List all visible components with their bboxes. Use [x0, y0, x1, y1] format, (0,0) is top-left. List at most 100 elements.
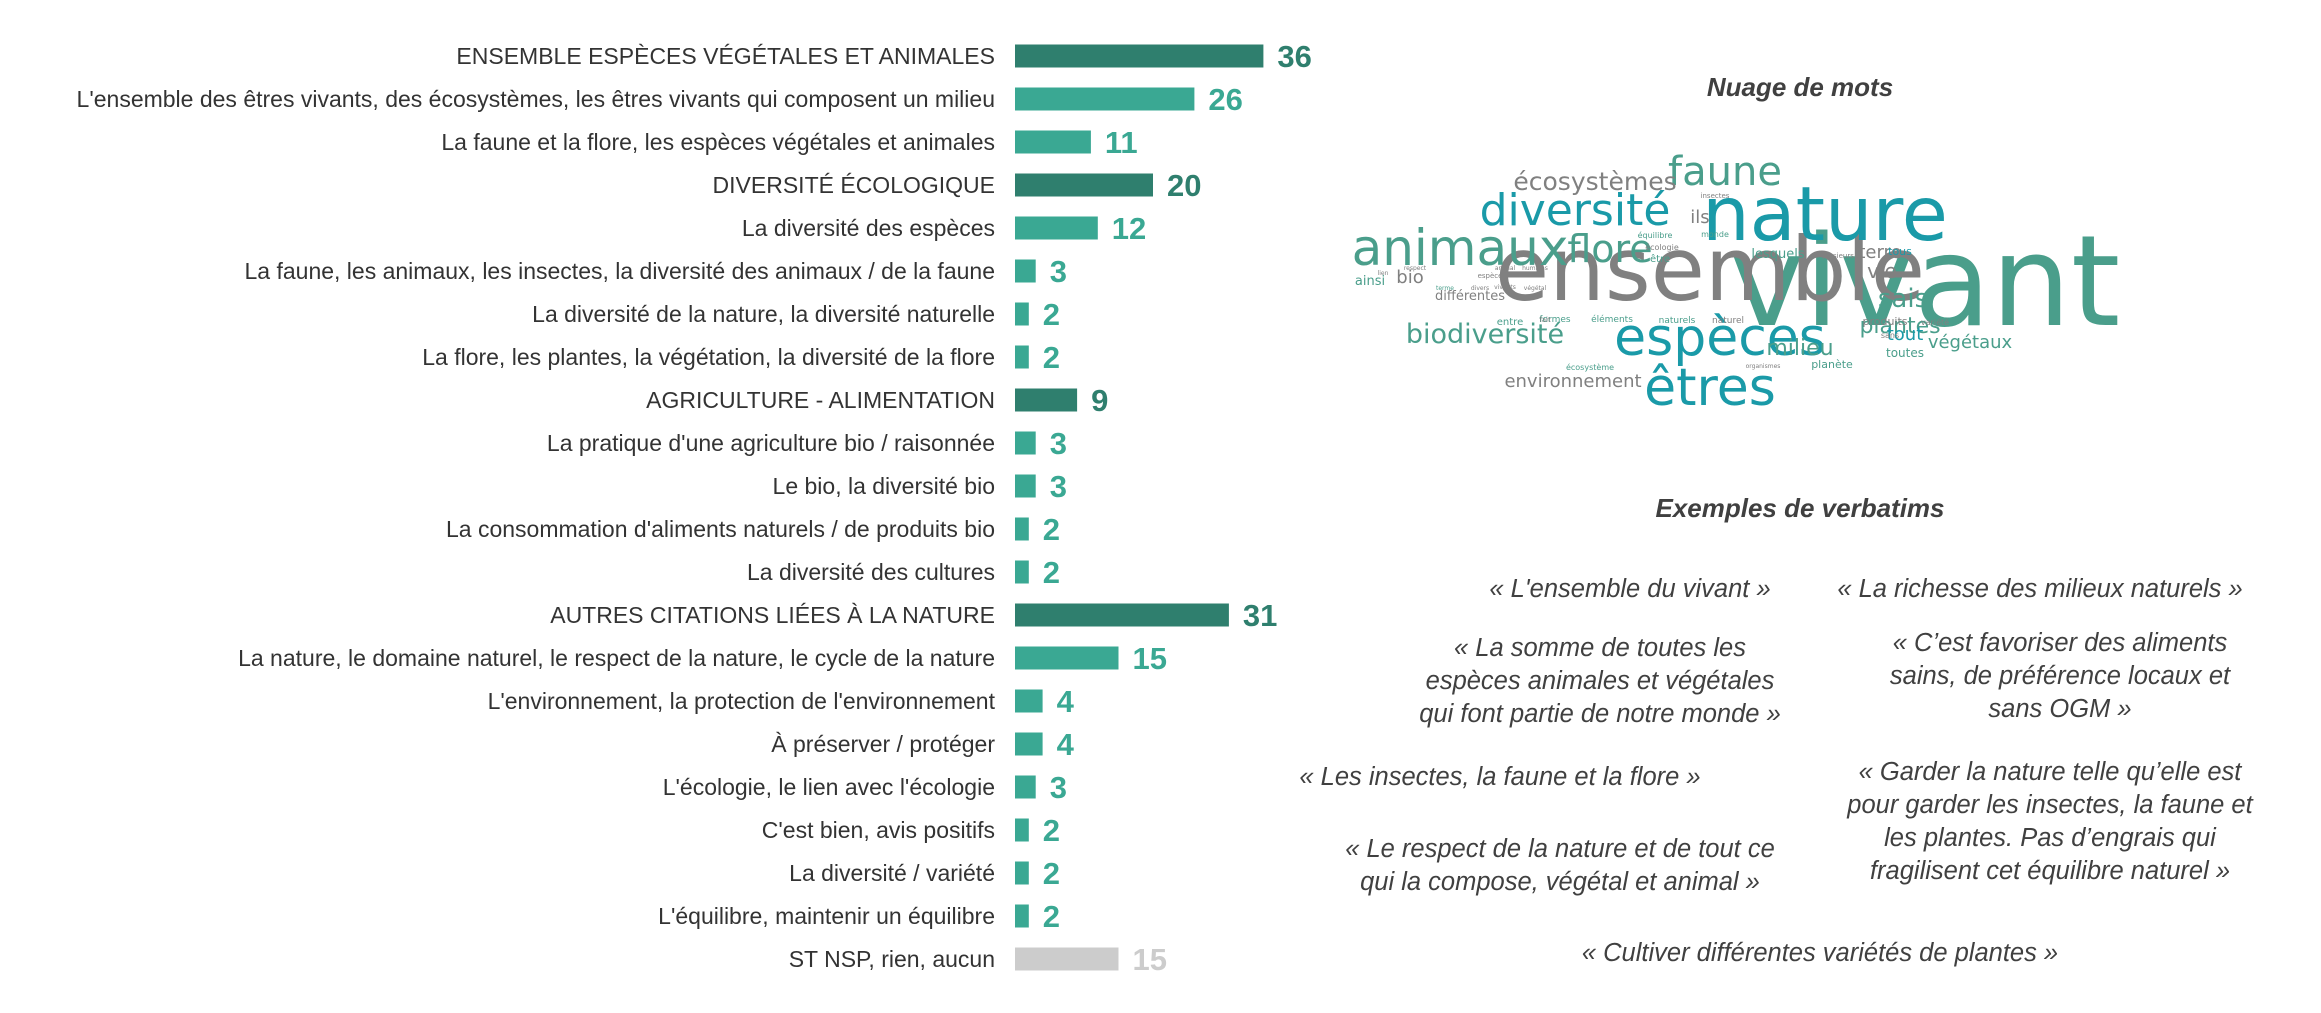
category-label: C'est bien, avis positifs — [762, 817, 995, 843]
category-label: À préserver / protéger — [771, 731, 995, 757]
category-label: L'environnement, la protection de l'envi… — [488, 688, 996, 714]
value-label: 2 — [1043, 813, 1060, 848]
cloud-word: milieu — [1766, 336, 1833, 361]
cloud-word: terme — [1436, 285, 1454, 292]
cloud-word: tout — [1887, 324, 1924, 345]
verbatim-quote: « La richesse des milieux naturels » — [1837, 575, 2243, 603]
value-label: 15 — [1133, 942, 1167, 977]
cloud-word: lien — [1378, 270, 1389, 277]
cloud-word: organismes — [1746, 363, 1781, 370]
cloud-word: vivants — [1494, 284, 1516, 291]
cloud-word: naturels — [1659, 316, 1696, 326]
cloud-word: planète — [1811, 358, 1853, 371]
value-label: 2 — [1043, 340, 1060, 375]
cloud-word: ils — [1690, 207, 1709, 228]
cloud-word: plusieurs — [1822, 252, 1854, 260]
category-label: L'écologie, le lien avec l'écologie — [663, 774, 995, 800]
cloud-word: insectes — [1701, 192, 1730, 200]
bar — [1015, 173, 1153, 197]
value-label: 2 — [1043, 856, 1060, 891]
cloud-word: ainsi — [1355, 274, 1385, 289]
bar — [1015, 603, 1229, 627]
cloud-word: variété — [1921, 317, 1949, 327]
cloud-word: diversité — [1480, 185, 1671, 236]
bar — [1015, 861, 1029, 885]
cloud-word: animaux — [1352, 219, 1569, 277]
value-label: 3 — [1050, 426, 1067, 461]
value-label: 36 — [1277, 39, 1311, 74]
cloud-word: entre — [1497, 317, 1523, 328]
category-label: La consommation d'aliments naturels / de… — [446, 516, 995, 542]
category-label: La diversité / variété — [789, 860, 995, 886]
cloud-word: flore — [1567, 227, 1652, 271]
value-label: 31 — [1243, 598, 1277, 633]
cloud-word: éléments — [1591, 314, 1633, 325]
value-label: 15 — [1133, 641, 1167, 676]
cloud-word: écosystèmes — [1513, 167, 1676, 196]
cloud-word: nature — [1702, 170, 1948, 258]
cloud-word: écologie — [1645, 242, 1679, 252]
category-label: Le bio, la diversité bio — [773, 473, 995, 499]
value-label: 12 — [1112, 211, 1146, 246]
category-label: La faune, les animaux, les insectes, la … — [245, 258, 996, 284]
verbatim-quote: « L'ensemble du vivant » — [1489, 575, 1771, 603]
verbatim-quote: « Cultiver différentes variétés de plant… — [1581, 939, 2059, 967]
cloud-word: terre — [1858, 242, 1901, 263]
bar — [1015, 431, 1036, 455]
bar — [1015, 130, 1091, 154]
category-label: ENSEMBLE ESPÈCES VÉGÉTALES ET ANIMALES — [456, 43, 995, 69]
bar — [1015, 345, 1029, 369]
verbatim-quote: « La somme de toutes les espèces animale… — [1419, 634, 1781, 728]
cloud-word: humains — [1522, 265, 1548, 272]
bar — [1015, 259, 1036, 283]
cloud-word: végétal — [1524, 285, 1547, 292]
cloud-word: vie — [1867, 259, 1897, 283]
category-label: L'équilibre, maintenir un équilibre — [658, 903, 995, 929]
value-label: 4 — [1057, 684, 1075, 719]
cloud-word: sans — [1881, 331, 1899, 340]
category-label: La faune et la flore, les espèces végéta… — [441, 129, 995, 155]
bar — [1015, 818, 1029, 842]
verbatims-title: Exemples de verbatims — [1655, 493, 1945, 523]
verbatim-quote: « Les insectes, la faune et la flore » — [1299, 763, 1701, 791]
value-label: 2 — [1043, 512, 1060, 547]
cloud-word: équilibre — [1638, 230, 1673, 240]
value-label: 11 — [1105, 125, 1138, 160]
cloud-word: divers — [1471, 285, 1489, 292]
cloud-word: être — [1650, 253, 1670, 265]
cloud-word: toutes — [1886, 346, 1924, 360]
bar — [1015, 517, 1029, 541]
value-label: 2 — [1043, 899, 1060, 934]
bar — [1015, 302, 1029, 326]
verbatim-quote: « Garder la nature telle qu’elle est pou… — [1847, 758, 2253, 885]
verbatim-quote: « Le respect de la nature et de tout ce … — [1345, 835, 1775, 896]
cloud-word: ensemble — [1495, 218, 1925, 321]
cloud-word: animal — [1495, 265, 1516, 272]
bar — [1015, 216, 1098, 240]
cloud-word: espèces — [1614, 308, 1826, 368]
bar — [1015, 474, 1036, 498]
cloud-word: respect — [1404, 265, 1427, 272]
cloud-word: écosystème — [1566, 362, 1614, 372]
bar — [1015, 775, 1036, 799]
bar — [1015, 560, 1029, 584]
bar — [1015, 904, 1029, 928]
category-label: La pratique d'une agriculture bio / rais… — [547, 430, 995, 456]
value-label: 3 — [1050, 254, 1067, 289]
category-label: ST NSP, rien, aucun — [789, 946, 995, 972]
value-label: 2 — [1043, 555, 1060, 590]
value-label: 3 — [1050, 770, 1067, 805]
bar — [1015, 689, 1043, 713]
bar — [1015, 646, 1119, 670]
cloud-word: faune — [1668, 149, 1782, 195]
cloud-word: différentes — [1435, 289, 1505, 304]
value-label: 3 — [1050, 469, 1067, 504]
cloud-word: naturel — [1712, 316, 1744, 326]
bar — [1015, 44, 1264, 68]
value-label: 2 — [1043, 297, 1060, 332]
cloud-word: êtres — [1644, 358, 1776, 418]
bar — [1015, 732, 1043, 756]
cloud-word: produits — [1862, 315, 1907, 328]
wordcloud-title: Nuage de mots — [1706, 72, 1894, 102]
category-label: AUTRES CITATIONS LIÉES À LA NATURE — [550, 602, 995, 628]
